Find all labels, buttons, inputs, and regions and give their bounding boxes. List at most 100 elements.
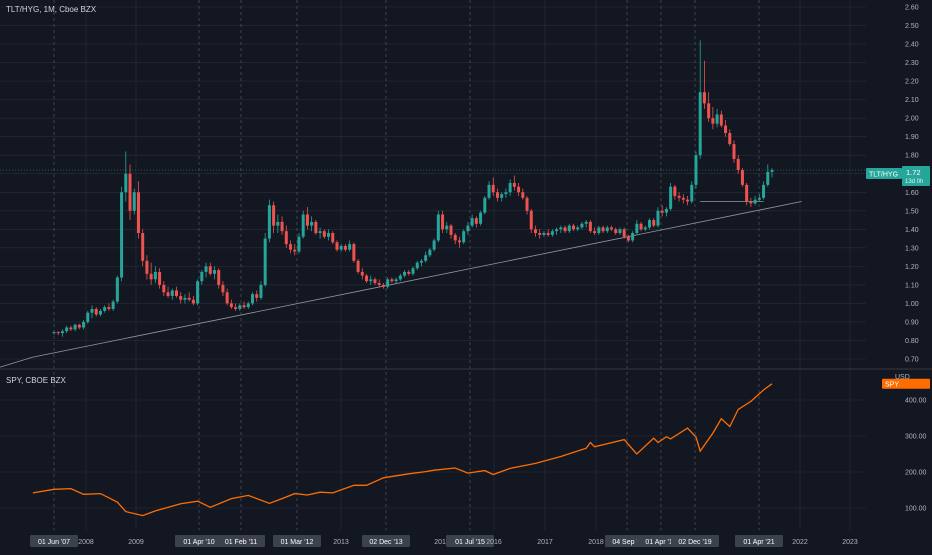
candle <box>639 221 643 232</box>
candle <box>115 275 119 304</box>
candle <box>331 231 335 245</box>
time-axis[interactable]: 01 Jun '07 2008 2009 01 Apr '10 01 Feb '11 01… <box>30 535 858 547</box>
candle <box>533 225 537 237</box>
candle <box>301 210 305 239</box>
candle-body <box>715 114 719 124</box>
candle-body <box>533 229 537 234</box>
candle <box>690 181 694 204</box>
rising-trend-line-ext[interactable] <box>0 356 33 368</box>
price-tick-label: 2.10 <box>905 97 919 104</box>
candle-body <box>103 307 107 311</box>
candle-body <box>753 199 757 204</box>
candle <box>335 240 339 252</box>
candle-body <box>698 92 702 156</box>
price-tick-label: 2.50 <box>905 23 919 30</box>
candle-body <box>111 301 115 309</box>
candle <box>305 207 309 230</box>
candle <box>648 218 652 230</box>
date-tag-bg <box>446 535 494 547</box>
candle-body <box>762 184 766 198</box>
candle <box>259 281 263 300</box>
candle <box>487 181 491 200</box>
candle-body <box>719 114 723 126</box>
marked-date-label: 01 Jul '15 <box>455 539 485 546</box>
candle-body <box>259 284 263 298</box>
candle <box>398 273 402 282</box>
candle <box>610 225 614 232</box>
price-tick-label: 0.80 <box>905 338 919 345</box>
candle-body <box>529 210 533 230</box>
candle <box>103 305 107 313</box>
candle <box>626 234 630 243</box>
candle-body <box>200 271 204 282</box>
marked-date-label: 01 Mar '12 <box>281 539 314 546</box>
candle-body <box>436 214 440 241</box>
candle-body <box>339 245 343 250</box>
candle <box>453 233 457 245</box>
candle-body <box>149 273 153 280</box>
candle-body <box>52 332 56 334</box>
candle <box>145 255 149 280</box>
candle-body <box>153 271 157 280</box>
candle-body <box>94 308 98 315</box>
candle <box>128 164 132 221</box>
candle <box>120 186 124 282</box>
candle-body <box>424 255 428 261</box>
time-tick-label: 2013 <box>333 539 349 546</box>
candle <box>546 229 550 237</box>
candle <box>191 296 195 306</box>
candle-body <box>487 184 491 198</box>
candle-body <box>605 227 609 232</box>
candle-body <box>115 277 119 302</box>
candle <box>339 244 343 252</box>
candle-body <box>462 231 466 243</box>
candle-body <box>196 281 200 304</box>
price-axis-bottom[interactable]: 100.00 200.00 300.00 400.00 <box>905 398 927 513</box>
candle <box>56 331 60 335</box>
candle-body <box>745 184 749 202</box>
candle <box>369 275 373 285</box>
candle-body <box>365 275 369 282</box>
candle <box>310 216 314 232</box>
candle-body <box>136 192 140 234</box>
candle <box>69 325 73 332</box>
candle <box>234 303 238 311</box>
candle <box>614 227 618 235</box>
rising-trend-line[interactable] <box>32 201 802 358</box>
candle <box>276 214 280 234</box>
candle <box>322 229 326 239</box>
trend-lines[interactable] <box>0 201 802 368</box>
candle-body <box>301 214 305 237</box>
candle-body <box>208 266 212 274</box>
candle-body <box>453 234 457 241</box>
candle <box>512 175 516 191</box>
candle <box>656 207 660 228</box>
time-tick-label: 2017 <box>537 539 553 546</box>
candle-body <box>681 197 685 200</box>
ticker-badge-label: TLT/HYG <box>869 172 898 179</box>
candle <box>204 262 208 278</box>
candle <box>267 199 271 243</box>
marked-date-label: 01 Apr '21 <box>743 539 774 546</box>
marked-date-label: 02 Dec '13 <box>369 539 402 546</box>
candle <box>424 251 428 263</box>
candle-body <box>517 186 521 193</box>
candle <box>732 140 736 163</box>
marked-date-label: 01 Apr '19 <box>645 539 676 546</box>
candle-body <box>588 221 592 232</box>
candle-body <box>98 310 102 315</box>
candle <box>386 277 390 289</box>
candle <box>601 225 605 234</box>
candle <box>419 258 423 267</box>
price-axis-top[interactable]: 0.70 0.80 0.90 1.00 1.10 1.20 1.30 1.40 1.50 1.60… <box>905 5 919 364</box>
candle <box>187 292 191 302</box>
candle-body <box>428 249 432 256</box>
marked-date-label: 02 Dec '19 <box>678 539 711 546</box>
price-tick-label: 1.30 <box>905 245 919 252</box>
candle-body <box>183 297 187 300</box>
candle <box>745 183 749 206</box>
candle <box>289 240 293 254</box>
